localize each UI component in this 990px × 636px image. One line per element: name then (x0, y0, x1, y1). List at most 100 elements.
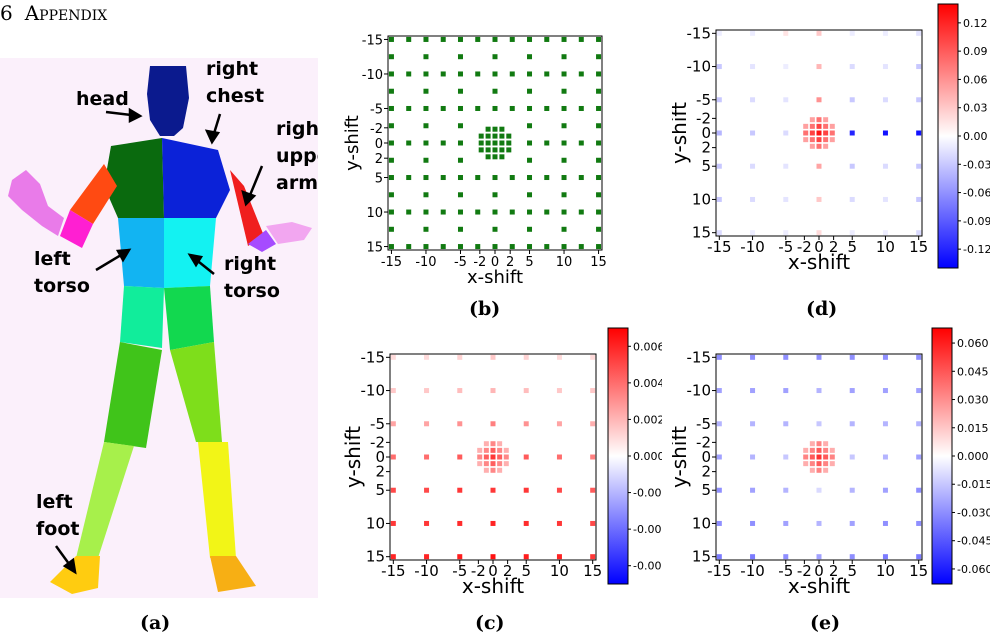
heat-cell (590, 487, 596, 493)
heat-cell (716, 454, 722, 460)
heat-cell (882, 30, 888, 36)
x-tick-label: 15 (590, 255, 607, 270)
colorbar-tick-label: 0.03 (963, 102, 988, 115)
heat-cell (916, 354, 922, 360)
x-tick-label: 15 (909, 562, 928, 580)
heat-cell (590, 454, 596, 460)
left-foot-region (50, 556, 100, 594)
heat-cell (424, 454, 430, 460)
shift-point (561, 192, 567, 198)
heat-cell (916, 230, 922, 236)
x-tick-label: 10 (876, 562, 895, 580)
heat-cell (716, 554, 722, 560)
x-tick-label: 0 (491, 255, 499, 270)
heat-cell (457, 354, 463, 360)
shift-point (527, 105, 533, 111)
y-tick-label: 2 (375, 463, 385, 481)
shift-point (527, 54, 533, 60)
heat-cell (716, 230, 722, 236)
heat-cell (882, 421, 888, 427)
y-axis-label: y-shift (341, 426, 365, 488)
shift-point (475, 71, 481, 77)
colorbar-tick-label: -0.03 (963, 158, 990, 171)
shift-point (499, 133, 505, 139)
x-tick-label: 10 (556, 255, 573, 270)
shift-point (388, 123, 394, 129)
shift-point (492, 175, 498, 181)
shift-pattern-plot: -15 -10 -5 -2 0 2 5 10 15-15-10-5-20251015x-shif… (342, 33, 607, 283)
label-left-torso-1: left (34, 248, 71, 270)
shift-point (561, 54, 567, 60)
shift-point (499, 126, 505, 132)
heat-cell (490, 554, 496, 560)
heat-cell (882, 64, 888, 70)
colorbar-tick-label: 0.000 (957, 450, 989, 463)
shift-point (457, 105, 463, 111)
x-tick-label: -5 (778, 562, 793, 580)
heat-cell (750, 520, 756, 526)
shift-point (561, 140, 567, 146)
heat-cell (497, 461, 503, 467)
y-axis-label: y-shift (672, 426, 691, 488)
heat-cell (849, 196, 855, 202)
x-tick-label: -2 (473, 255, 486, 270)
shift-point (596, 71, 602, 77)
heat-cell (716, 97, 722, 103)
y-tick-label: 5 (701, 481, 711, 499)
heat-cell (750, 97, 756, 103)
y-tick-label: -5 (370, 415, 385, 433)
shift-point (527, 175, 533, 181)
heat-cell (457, 520, 463, 526)
x-tick-label: -15 (381, 255, 402, 270)
y-tick-label: 0 (701, 124, 711, 142)
shift-point (506, 147, 512, 153)
shift-point (596, 192, 602, 198)
label-right-torso-2: torso (224, 280, 280, 302)
shift-point (561, 123, 567, 129)
shift-point (596, 54, 602, 60)
shift-point (440, 209, 446, 215)
heat-cell (490, 447, 496, 453)
y-tick-label: 15 (692, 548, 711, 566)
shift-point (544, 209, 550, 215)
label-right-chest-2: chest (206, 85, 264, 107)
heat-cell (823, 454, 829, 460)
label-right-upper-arm-1: right (276, 118, 318, 140)
heat-cell (490, 441, 496, 447)
shift-point (561, 175, 567, 181)
y-tick-label: -5 (370, 102, 383, 117)
heat-cell (390, 520, 396, 526)
shift-point (406, 209, 412, 215)
x-axis-label: x-shift (788, 250, 850, 274)
shift-point (485, 133, 491, 139)
heat-cell (882, 196, 888, 202)
label-right-upper-arm-3: arm (276, 172, 318, 194)
y-tick-label: 5 (375, 172, 383, 187)
y-tick-label: 2 (701, 463, 711, 481)
shift-point (527, 192, 533, 198)
y-tick-label: -2 (370, 122, 383, 137)
heat-cell (916, 388, 922, 394)
right-upper-arm-region (230, 170, 264, 246)
heat-cell (849, 30, 855, 36)
shift-point (457, 209, 463, 215)
shift-point (544, 36, 550, 42)
shift-point (406, 140, 412, 146)
heat-cell (716, 163, 722, 169)
shift-point (440, 71, 446, 77)
x-tick-label: -2 (471, 562, 486, 580)
heat-cell (816, 123, 822, 129)
shift-point (457, 54, 463, 60)
shift-point (492, 192, 498, 198)
heat-cell (716, 421, 722, 427)
heat-cell (424, 354, 430, 360)
heat-cell (849, 354, 855, 360)
shift-point (423, 157, 429, 163)
heat-cell (750, 163, 756, 169)
shift-point (506, 133, 512, 139)
shift-point (578, 175, 584, 181)
heat-cell (716, 130, 722, 136)
heat-cell (823, 130, 829, 136)
shift-point (596, 140, 602, 146)
x-tick-label: -10 (415, 255, 436, 270)
